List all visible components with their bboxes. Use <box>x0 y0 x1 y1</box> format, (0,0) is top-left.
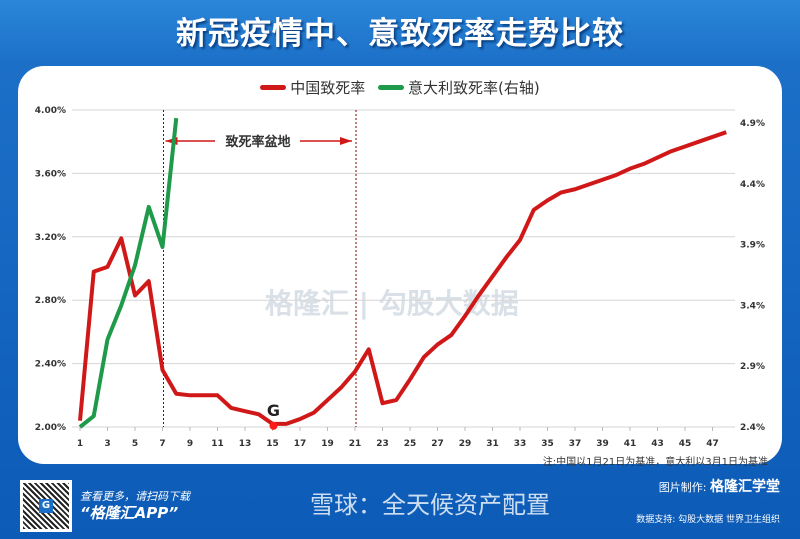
x-tick-label: 43 <box>651 439 664 449</box>
credit: 图片制作: 格隆汇学堂 <box>659 478 780 497</box>
x-tick-label: 27 <box>431 439 444 449</box>
x-tick-label: 19 <box>321 439 334 449</box>
x-tick-label: 29 <box>459 439 472 449</box>
x-tick-label: 3 <box>104 439 110 449</box>
x-tick-label: 21 <box>349 439 362 449</box>
x-tick-label: 31 <box>486 439 499 449</box>
x-tick-label: 1 <box>77 439 83 449</box>
series-line-0 <box>78 130 727 426</box>
x-tick-label: 39 <box>596 439 609 449</box>
x-tick-label: 25 <box>404 439 417 449</box>
x-tick-label: 45 <box>679 439 692 449</box>
data-source: 数据支持: 勾股大数据 世界卫生组织 <box>636 515 780 525</box>
x-tick-label: 17 <box>294 439 307 449</box>
legend: 中国致死率 意大利致死率(右轴) <box>0 76 800 98</box>
legend-item-italy: 意大利致死率(右轴) <box>378 77 540 98</box>
right-tick-label: 3.4% <box>740 301 765 311</box>
left-tick-label: 3.60% <box>35 169 66 179</box>
legend-item-china: 中国致死率 <box>260 77 365 98</box>
xueqiu-watermark: 雪球：全天候资产配置 <box>310 491 550 519</box>
x-tick-label: 15 <box>266 439 279 449</box>
right-tick-label: 2.9% <box>740 362 765 372</box>
legend-swatch <box>378 85 405 90</box>
left-tick-label: 4.00% <box>35 106 66 116</box>
left-tick-label: 2.80% <box>35 296 66 306</box>
watermark: 格隆汇 | 勾股大数据 <box>265 287 519 320</box>
series-line-1 <box>78 117 179 429</box>
footer: G 查看更多，请扫码下载 “格隆汇APP” 图片制作: 格隆汇学堂 雪球：全天候… <box>0 470 800 539</box>
page-title: 新冠疫情中、意致死率走势比较 <box>176 16 624 52</box>
left-tick-label: 3.20% <box>35 233 66 243</box>
x-tick-label: 11 <box>211 439 224 449</box>
basin-label: 致死率盆地 <box>225 134 290 150</box>
legend-label: 中国致死率 <box>290 79 366 97</box>
x-tick-label: 23 <box>376 439 389 449</box>
legend-label: 意大利致死率(右轴) <box>408 79 540 97</box>
app-name: “格隆汇APP” <box>80 504 179 522</box>
credit-label: 图片制作: <box>658 481 707 494</box>
x-tick-label: 47 <box>706 439 719 449</box>
legend-swatch <box>260 85 287 90</box>
right-tick-label: 2.4% <box>740 423 765 433</box>
x-tick-label: 13 <box>239 439 252 449</box>
right-tick-label: 4.9% <box>740 119 765 129</box>
left-tick-label: 2.00% <box>35 423 66 433</box>
x-tick-label: 37 <box>569 439 582 449</box>
minimum-marker <box>269 421 278 430</box>
right-tick-label: 4.4% <box>740 180 765 190</box>
right-tick-label: 3.9% <box>740 241 765 251</box>
qr-code[interactable]: G <box>20 480 72 532</box>
x-tick-label: 41 <box>624 439 637 449</box>
logo-icon: G <box>39 499 53 513</box>
marker-label: G <box>267 401 280 420</box>
x-tick-label: 9 <box>187 439 193 449</box>
arrowhead-right <box>340 137 352 145</box>
x-tick-label: 5 <box>132 439 138 449</box>
chart-note: 注:中国以1月21日为基准，意大利以3月1日为基准 <box>542 457 768 468</box>
credit-name: 格隆汇学堂 <box>710 479 780 495</box>
x-tick-label: 33 <box>514 439 527 449</box>
x-tick-label: 7 <box>159 439 165 449</box>
left-tick-label: 2.40% <box>35 360 66 370</box>
x-tick-label: 35 <box>541 439 554 449</box>
scan-text: 查看更多，请扫码下载 <box>80 490 190 503</box>
